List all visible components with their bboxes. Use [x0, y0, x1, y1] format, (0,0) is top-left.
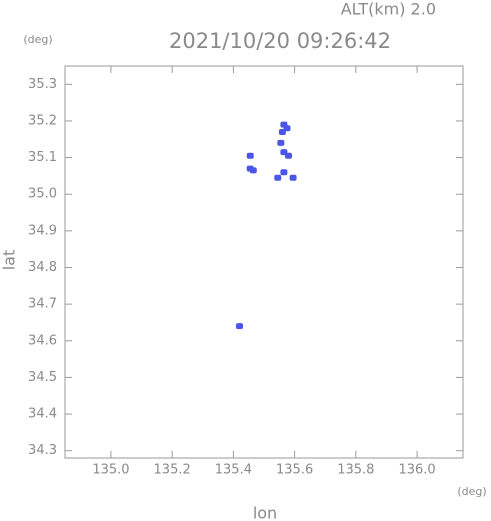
x-tick-label: 135.6 [276, 463, 313, 478]
y-tick-label: 34.4 [28, 407, 57, 422]
echo-blob [277, 139, 285, 146]
echo-blob [236, 323, 244, 330]
y-axis-label: lat [0, 250, 19, 271]
y-tick-label: 35.2 [28, 113, 57, 128]
y-tick-label: 34.8 [28, 260, 57, 275]
x-tick-label: 136.0 [398, 463, 435, 478]
y-tick-label: 34.3 [28, 443, 57, 458]
echo-blob [274, 174, 282, 181]
y-unit: (deg) [23, 33, 52, 46]
plot-frame [64, 65, 464, 459]
echo-blob [278, 128, 286, 135]
x-tick-label: 135.8 [337, 463, 374, 478]
y-tick-label: 34.5 [28, 370, 57, 385]
y-tick-label: 34.7 [28, 297, 57, 312]
chart-subtitle: ALT(km) 2.0 [341, 0, 436, 19]
echo-blob [280, 169, 288, 176]
y-tick-label: 35.3 [28, 77, 57, 92]
echo-blob [289, 174, 297, 181]
y-tick-label: 35.0 [28, 187, 57, 202]
x-tick-label: 135.0 [92, 463, 129, 478]
echo-blob [284, 152, 292, 159]
chart-title: 2021/10/20 09:26:42 [169, 29, 391, 53]
x-tick-label: 135.2 [154, 463, 191, 478]
y-tick-label: 34.9 [28, 223, 57, 238]
y-tick-label: 35.1 [28, 150, 57, 165]
x-axis-label: lon [253, 504, 277, 521]
x-unit: (deg) [457, 485, 486, 498]
echo-blob [249, 167, 257, 174]
echo-blob [246, 152, 254, 159]
x-tick-label: 135.4 [215, 463, 252, 478]
y-tick-label: 34.6 [28, 333, 57, 348]
